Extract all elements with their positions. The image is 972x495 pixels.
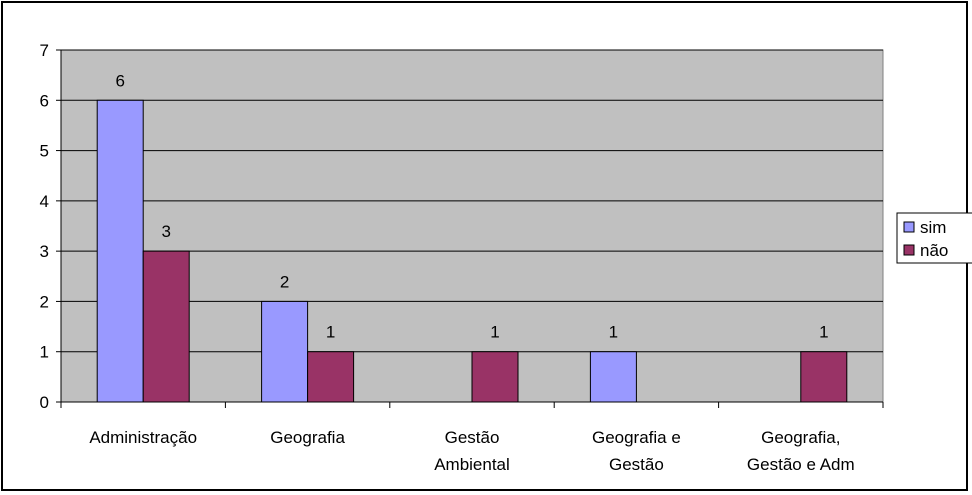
y-tick-label: 3 [40,242,49,261]
data-label: 2 [280,272,289,291]
legend-swatch-não [903,244,915,256]
data-label: 1 [326,323,335,342]
category-label: Geografia [270,428,345,447]
category-label: Administração [89,428,197,447]
y-tick-label: 7 [40,41,49,60]
y-tick-label: 6 [40,91,49,110]
category-label: Geografia e Gestão [592,428,681,474]
data-label: 1 [490,323,499,342]
plot-area [60,49,884,403]
legend-label-sim: sim [920,218,946,237]
bar-sim [589,351,637,403]
bar-não [142,250,190,403]
category-label: Geografia, Gestão e Adm [747,428,855,474]
data-label: 1 [819,323,828,342]
y-tick-label: 1 [40,343,49,362]
bar-não [800,351,848,403]
bar-não [471,351,519,403]
y-tick-label: 2 [40,292,49,311]
bar-sim [261,300,309,403]
category-label: Gestão Ambiental [434,428,510,474]
y-tick-label: 0 [40,393,49,412]
y-tick-label: 5 [40,142,49,161]
data-label: 3 [161,222,170,241]
bar-não [307,351,355,403]
legend-label-não: não [920,241,948,260]
bar-sim [96,99,144,403]
data-label: 1 [609,323,618,342]
legend-swatch-sim [903,221,915,233]
data-label: 6 [115,71,124,90]
y-tick-label: 4 [40,192,49,211]
